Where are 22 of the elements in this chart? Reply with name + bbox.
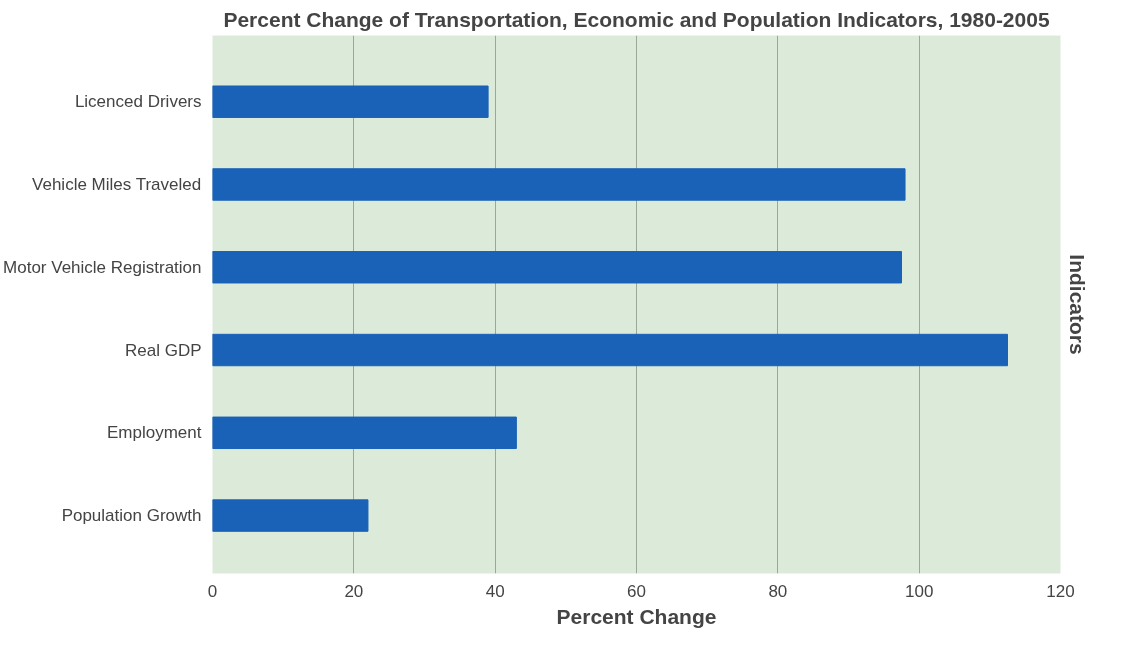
y-tick-label: Vehicle Miles Traveled	[32, 174, 202, 194]
y-tick-label: Employment	[107, 423, 202, 443]
y-tick-label: Licenced Drivers	[74, 92, 202, 112]
x-tick-label: 20	[344, 581, 364, 601]
chart-title: Percent Change of Transportation, Economic and Population Indicators, 1980-2005	[223, 7, 1050, 31]
bar	[212, 416, 517, 450]
x-tick-label: 0	[207, 581, 218, 601]
y-tick-label: Real GDP	[124, 340, 202, 360]
x-tick-label: 40	[485, 581, 505, 601]
y-tick-label: Population Growth	[61, 506, 202, 526]
x-tick-label: 120	[1046, 581, 1075, 601]
y-tick-label: Motor Vehicle Registration	[3, 257, 202, 277]
x-axis-title: Percent Change	[556, 604, 717, 628]
bar	[212, 85, 489, 118]
bar	[212, 333, 1008, 367]
bar	[212, 499, 369, 532]
x-tick-label: 100	[904, 581, 934, 601]
bar	[212, 168, 906, 201]
x-tick-label: 80	[768, 581, 788, 601]
x-tick-label: 60	[627, 581, 646, 601]
bar	[212, 251, 902, 284]
y-axis-title: Indicators	[1065, 254, 1089, 355]
